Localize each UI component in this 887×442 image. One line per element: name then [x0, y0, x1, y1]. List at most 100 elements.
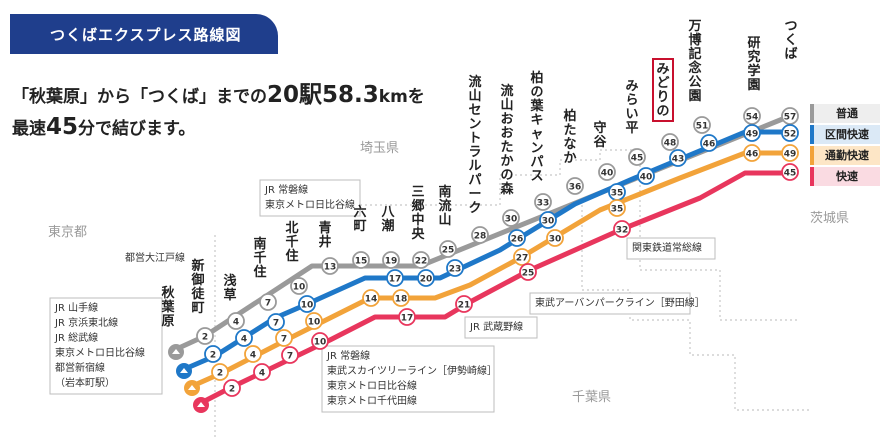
intro-stations-count: 20駅: [267, 82, 323, 108]
transfer-minaminagareyama: JR 武蔵野線: [464, 316, 538, 339]
legend-item: 快速: [810, 167, 880, 186]
station-time-label: 46: [703, 140, 716, 150]
transfer-line-name: 東京メトロ千代田線: [327, 394, 417, 407]
station-number-tsukin: 2: [211, 363, 229, 381]
station-time-label: 33: [537, 199, 550, 209]
station-time-label: 15: [355, 257, 368, 267]
station-time-label: 17: [401, 314, 414, 324]
station-number-kukan: 4: [235, 329, 253, 347]
station-node-circle: [204, 345, 222, 363]
station-node-circle: [267, 313, 285, 331]
transfer-line-name: 東京メトロ日比谷線: [55, 346, 145, 359]
station-node-circle: [637, 167, 655, 185]
station-time-label: 45: [631, 154, 644, 164]
station-time-label: 2: [229, 385, 235, 395]
station-time-label: 30: [549, 235, 562, 245]
legend-item: 区間快速: [810, 125, 880, 144]
station-number-futsu: 13: [321, 257, 339, 275]
transfer-moriya: 関東鉄道常総線: [626, 237, 716, 260]
prefecture-boundary: [581, 200, 810, 411]
station-time-label: 17: [389, 275, 402, 285]
station-number-futsu: 28: [471, 226, 489, 244]
station-node-circle: [439, 240, 457, 258]
station-node-circle: [669, 149, 687, 167]
station-number-tsukin: 7: [275, 329, 293, 347]
station-node-circle: [661, 133, 679, 151]
station-time-label: 45: [784, 169, 797, 179]
station-name: 研究学園: [747, 36, 760, 93]
station-node-circle: [781, 124, 799, 142]
station-name: 北千住: [285, 221, 298, 264]
station-time-label: 35: [611, 189, 624, 199]
station-node-circle: [508, 229, 526, 247]
prefecture-boundaries: [214, 149, 810, 440]
station-node-circle: [417, 269, 435, 287]
station-name: 三郷中央: [411, 185, 425, 242]
station-name: 柏の葉キャンパス: [529, 70, 544, 184]
station-number-tsukin: 18: [392, 289, 410, 307]
station-number-futsu: 54: [743, 107, 761, 125]
intro-part1: 「秋葉原」から「つくば」までの: [12, 87, 267, 107]
station-node-circle: [196, 327, 214, 345]
station-number-tsukin: 49: [781, 144, 799, 162]
transfer-line-name: JR 武蔵野線: [469, 320, 523, 333]
station-time-label: 30: [505, 215, 518, 225]
station-name: 八潮: [380, 205, 395, 234]
station-node-circle: [455, 295, 473, 313]
station-node-circle: [211, 363, 229, 381]
highlight-box: [652, 58, 674, 122]
station-time-label: 49: [746, 130, 759, 140]
station-number-kukan: 43: [669, 149, 687, 167]
transfer-line-name: 東武アーバンパークライン［野田線］: [535, 296, 705, 309]
station-time-label: 49: [784, 150, 797, 160]
station-node-circle: [608, 199, 626, 217]
station-node-circle: [781, 144, 799, 162]
intro-distance: 58.3: [322, 82, 379, 108]
intro-distance-unit: km: [378, 87, 408, 107]
station-node-circle: [781, 163, 799, 181]
route-line-kukan: [179, 129, 790, 374]
station-time-label: 25: [522, 269, 535, 279]
station-number-kukan: 40: [637, 167, 655, 185]
station-node-circle: [392, 289, 410, 307]
legend-item: 通勤快速: [810, 146, 880, 165]
station-number-futsu: 25: [439, 240, 457, 258]
station-number-futsu: 40: [598, 163, 616, 181]
station-number-futsu: 15: [352, 251, 370, 269]
station-time-label: 43: [672, 155, 685, 165]
station-node-circle: [566, 177, 584, 195]
station-number-tsukin: 14: [362, 289, 380, 307]
station-node-circle: [781, 107, 799, 125]
transfer-line-name: 東京メトロ日比谷線: [265, 198, 355, 211]
station-time-label: 51: [696, 122, 709, 132]
station-time-label: 14: [365, 295, 378, 305]
station-number-kukan: 49: [743, 124, 761, 142]
station-time-label: 7: [281, 335, 287, 345]
transfer-box: [529, 292, 691, 315]
station-time-label: 4: [233, 318, 239, 328]
transfer-line-name: 東京メトロ日比谷線: [327, 379, 417, 392]
transfer-line-name: JR 常磐線: [264, 183, 308, 196]
transfer-box: [626, 237, 716, 260]
station-number-futsu: 10: [290, 277, 308, 295]
station-time-label: 52: [784, 130, 797, 140]
train-pins: [168, 344, 209, 413]
intro-text: 「秋葉原」から「つくば」までの20駅58.3kmを 最速45分で結びます。: [12, 80, 425, 144]
station-time-label: 35: [611, 205, 624, 215]
station-time-label: 57: [784, 113, 797, 123]
station-time-label: 40: [640, 173, 653, 183]
station-number-kukan: 10: [298, 295, 316, 313]
station-time-label: 4: [250, 351, 256, 361]
station-time-label: 2: [217, 369, 223, 379]
station-node-circle: [275, 329, 293, 347]
station-node-circle: [281, 346, 299, 364]
station-node-circle: [321, 257, 339, 275]
station-name: つくば: [784, 19, 797, 62]
station-number-tsukin: 35: [608, 199, 626, 217]
station-node-circle: [613, 220, 631, 238]
transfer-shinokachimachi: 都営大江戸線: [125, 251, 185, 264]
station-node-circle: [253, 363, 271, 381]
transfer-box: [259, 179, 361, 217]
